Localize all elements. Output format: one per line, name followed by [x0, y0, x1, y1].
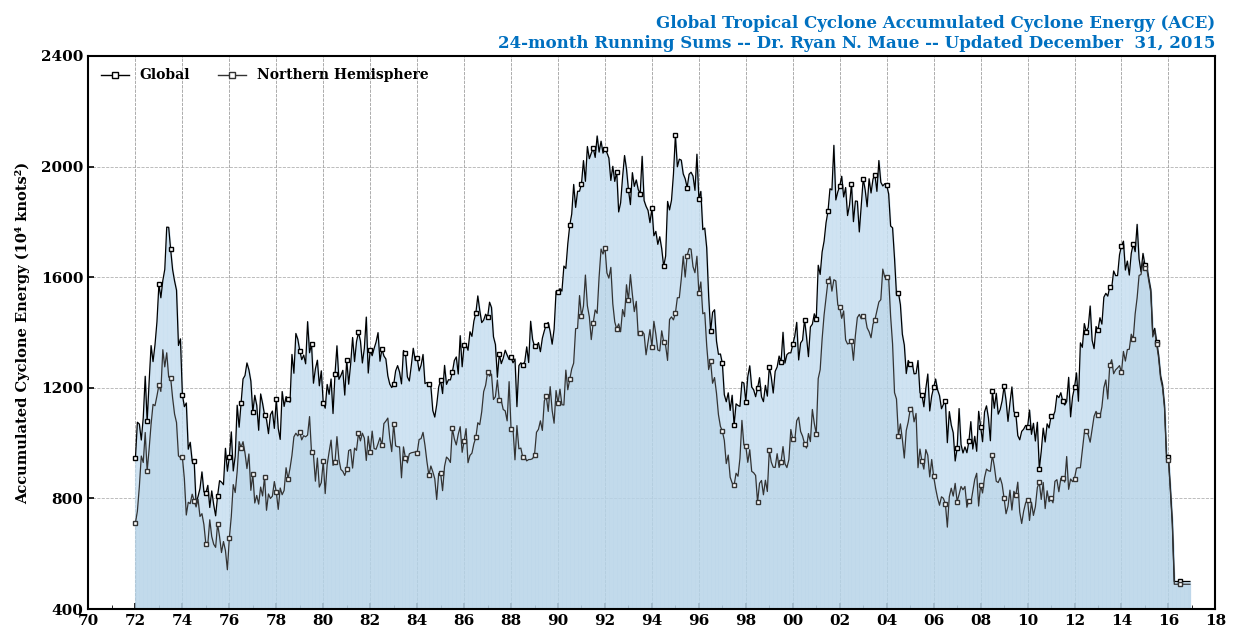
- Legend: Global, Northern Hemisphere: Global, Northern Hemisphere: [96, 63, 434, 88]
- Y-axis label: Accumulated Cyclone Energy (10⁴ knots²): Accumulated Cyclone Energy (10⁴ knots²): [15, 161, 30, 503]
- Text: Global Tropical Cyclone Accumulated Cyclone Energy (ACE)
24-month Running Sums -: Global Tropical Cyclone Accumulated Cycl…: [498, 15, 1215, 51]
